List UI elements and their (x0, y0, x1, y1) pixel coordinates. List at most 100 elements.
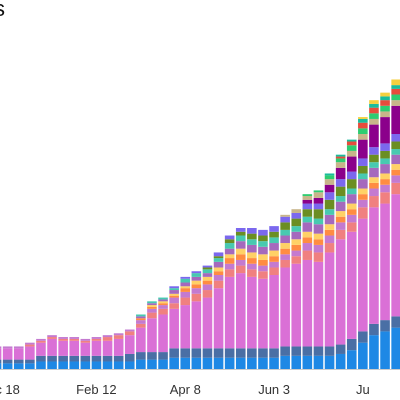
bar-segment-w33-s12 (346, 156, 357, 172)
bar-segment-w18-s4 (180, 297, 191, 306)
bar-segment-w22-s2 (224, 348, 235, 358)
bar-segment-w37-s1 (391, 327, 400, 369)
bar-segment-w7-s5 (58, 337, 68, 339)
bar-segment-w28-s13 (291, 209, 302, 213)
bar-segment-w27-s11 (280, 216, 290, 223)
bar-segment-w19-s1 (191, 357, 202, 369)
bar-segment-w31-s4 (324, 243, 335, 253)
bar-segment-w37-s9 (391, 149, 400, 155)
bar-segment-w17-s1 (169, 357, 179, 369)
bar-segment-w3-s1 (13, 363, 24, 369)
bar-segment-w19-s7 (191, 280, 202, 285)
bar-segment-w14-s6 (136, 318, 146, 321)
bar-segment-w15-s4 (147, 312, 157, 319)
bar-segment-w32-s4 (335, 229, 346, 240)
bar-segment-w13-s4 (124, 331, 135, 336)
bar-segment-w24-s7 (247, 252, 257, 259)
bar-segment-w37-s13 (391, 100, 400, 106)
bar-segment-w29-s4 (302, 250, 313, 260)
bar-segment-w28-s10 (291, 218, 302, 227)
bar-segment-w28-s1 (291, 355, 302, 369)
bar-segment-w17-s9 (169, 288, 179, 291)
bar-segment-w34-s1 (358, 342, 368, 369)
bar-segment-w16-s2 (158, 352, 168, 360)
bar-segment-w13-s5 (124, 329, 135, 332)
bar-segment-w34-s11 (358, 158, 368, 166)
bar-segment-w15-s1 (147, 359, 157, 369)
bar-segment-w5-s5 (36, 338, 46, 341)
bar-segment-w34-s12 (358, 139, 368, 159)
bar-segment-w24-s3 (247, 276, 257, 349)
bar-segment-w30-s14 (313, 190, 324, 193)
bar-segment-w26-s5 (269, 261, 279, 268)
bar-layer (0, 79, 400, 369)
bar-segment-w27-s8 (280, 235, 290, 244)
bar-segment-w27-s2 (280, 346, 290, 356)
bar-segment-w35-s8 (369, 167, 379, 178)
bar-segment-w25-s11 (258, 229, 268, 236)
bar-segment-w21-s9 (213, 258, 224, 262)
bar-segment-w6-s2 (47, 355, 57, 362)
bar-segment-w27-s6 (280, 248, 290, 255)
bar-segment-w29-s9 (302, 216, 313, 223)
bar-segment-w29-s13 (302, 196, 313, 200)
bar-segment-w35-s9 (369, 162, 379, 168)
bar-segment-w10-s4 (91, 338, 102, 341)
bar-segment-w15-s7 (147, 305, 157, 307)
bar-segment-w31-s12 (324, 184, 335, 193)
bar-segment-w8-s5 (69, 337, 80, 339)
bar-segment-w21-s3 (213, 288, 224, 349)
bar-segment-w4-s1 (25, 363, 35, 369)
bar-segment-w20-s4 (202, 290, 213, 298)
bar-segment-w29-s14 (302, 194, 313, 197)
bar-segment-w31-s10 (324, 199, 335, 210)
bar-segment-w19-s11 (191, 271, 202, 274)
bar-segment-w7-s2 (58, 355, 68, 362)
bar-segment-w30-s3 (313, 261, 324, 347)
bar-segment-w37-s10 (391, 141, 400, 150)
bar-segment-w21-s5 (213, 275, 224, 281)
bar-segment-w31-s5 (324, 235, 335, 244)
bar-segment-w6-s1 (47, 361, 57, 369)
bar-segment-w9-s4 (80, 340, 91, 343)
bar-segment-w37-s7 (391, 164, 400, 170)
bar-segment-w21-s7 (213, 267, 224, 272)
bar-segment-w26-s7 (269, 250, 279, 257)
bar-segment-w31-s7 (324, 224, 335, 230)
bar-segment-w36-s2 (380, 320, 390, 332)
bar-segment-w35-s1 (369, 335, 379, 369)
bar-segment-w34-s17 (358, 117, 368, 119)
bar-segment-w1-s5 (0, 346, 2, 349)
bar-segment-w20-s6 (202, 280, 213, 285)
bar-segment-w36-s12 (380, 117, 390, 144)
bar-segment-w32-s9 (335, 196, 346, 202)
bar-segment-w26-s9 (269, 237, 279, 244)
bar-segment-w36-s4 (380, 192, 390, 204)
bar-segment-w25-s5 (258, 265, 268, 272)
bar-segment-w19-s5 (191, 288, 202, 294)
bar-segment-w28-s3 (291, 263, 302, 347)
bar-segment-w34-s15 (358, 122, 368, 129)
bar-segment-w33-s3 (346, 231, 357, 339)
bar-segment-w21-s1 (213, 357, 224, 369)
bar-segment-w32-s8 (335, 201, 346, 212)
bar-segment-w4-s2 (25, 359, 35, 364)
bar-segment-w34-s7 (358, 188, 368, 195)
chart-title: s (0, 0, 5, 22)
bar-segment-w36-s16 (380, 96, 390, 101)
bar-segment-w31-s9 (324, 209, 335, 215)
bar-segment-w1-s1 (0, 363, 2, 369)
bar-segment-w37-s8 (391, 154, 400, 165)
bar-segment-w25-s2 (258, 348, 268, 358)
bar-segment-w2-s2 (2, 359, 13, 364)
bar-segment-w17-s4 (169, 303, 179, 309)
bar-segment-w29-s2 (302, 346, 313, 356)
bar-segment-w31-s8 (324, 214, 335, 225)
bar-segment-w11-s4 (102, 337, 113, 341)
bar-segment-w26-s3 (269, 275, 279, 349)
bar-segment-w22-s11 (224, 235, 235, 240)
bar-segment-w7-s4 (58, 338, 68, 341)
bar-segment-w35-s15 (369, 107, 379, 114)
bar-segment-w36-s11 (380, 143, 390, 151)
